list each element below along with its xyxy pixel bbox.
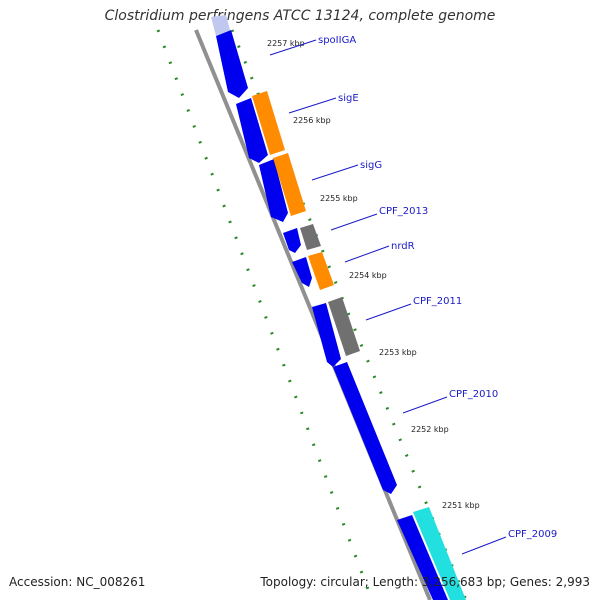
label-leader (311, 164, 359, 181)
label-leader (269, 39, 317, 56)
CPF_2013-feature-gray (300, 224, 321, 250)
gene-label-CPF_2010[interactable]: CPF_2010 (449, 389, 498, 400)
tick-label: 2256 kbp (293, 116, 331, 125)
tick-label: 2253 kbp (379, 348, 417, 357)
label-leader (330, 213, 378, 231)
gene-faded-feature (211, 15, 230, 36)
genome-summary-text: Topology: circular; Length: 3,256,683 bp… (260, 575, 590, 589)
gene-sigE-arrow[interactable] (236, 98, 268, 163)
tick-label: 2254 kbp (349, 271, 387, 280)
gene-CPF_2011-arrow[interactable] (312, 303, 341, 367)
sigE-feature-orange (252, 91, 285, 155)
gene-label-CPF_2011[interactable]: CPF_2011 (413, 296, 462, 307)
label-leader (402, 396, 448, 414)
genome-backbone (194, 29, 432, 600)
gene-nrdR-arrow[interactable] (292, 257, 312, 287)
gene-label-sigG[interactable]: sigG (360, 160, 382, 171)
gene-CPF_2009-arrow[interactable] (397, 515, 448, 600)
tick-label: 2252 kbp (411, 425, 449, 434)
CPF_2011-feature-gray (328, 297, 360, 356)
tick-label: 2255 kbp (320, 194, 358, 203)
CPF_2009-feature-cyan (413, 507, 466, 600)
nrdR-feature-orange (308, 252, 334, 290)
gene-sigG-arrow[interactable] (259, 159, 288, 222)
gene-label-CPF_2013[interactable]: CPF_2013 (379, 206, 428, 217)
gene-label-nrdR[interactable]: nrdR (391, 241, 415, 252)
sigG-feature-orange (273, 153, 306, 216)
gene-CPF_2010-arrow[interactable] (333, 362, 397, 494)
accession-text: Accession: NC_008261 (9, 575, 146, 589)
gene-spoIIGA-arrow[interactable] (216, 30, 248, 98)
gene-label-CPF_2009[interactable]: CPF_2009 (508, 529, 557, 540)
label-leader (365, 303, 412, 321)
gene-label-spoIIGA[interactable]: spoIIGA (318, 35, 356, 46)
label-leader (344, 245, 390, 263)
label-leader (288, 97, 337, 114)
gene-CPF_2013-arrow[interactable] (283, 228, 301, 253)
gene-label-sigE[interactable]: sigE (338, 93, 359, 104)
tick-label: 2251 kbp (442, 501, 480, 510)
map-title: Clostridium perfringens ATCC 13124, comp… (104, 8, 496, 24)
tick-label: 2257 kbp (267, 39, 305, 48)
label-leader (461, 536, 507, 555)
